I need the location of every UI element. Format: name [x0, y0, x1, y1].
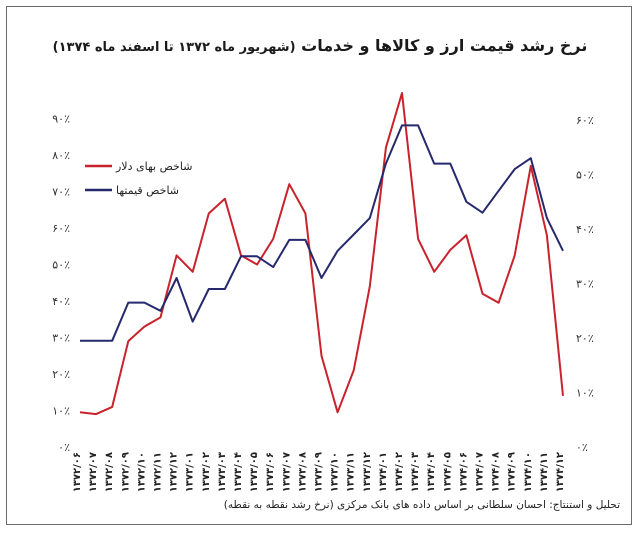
x-axis-tick-label: ۱۳۷۲/۰۸: [104, 452, 115, 492]
right-axis-tick-label: ۴۰٪: [576, 223, 594, 236]
left-axis-tick-label: ۴۰٪: [52, 295, 70, 308]
x-axis-tick-label: ۱۳۷۴/۰۹: [507, 452, 518, 492]
right-axis-tick-label: ۰٪: [576, 441, 588, 454]
chart-frame: [6, 6, 632, 525]
legend-label-2: شاخص قیمتها: [116, 184, 179, 197]
x-axis-tick-label: ۱۳۷۴/۰۱: [378, 452, 389, 492]
x-axis-tick-label: ۱۳۷۳/۰۵: [249, 452, 260, 492]
chart-title: نرخ رشد قیمت ارز و کالاها و خدمات (شهریو…: [0, 36, 640, 55]
x-axis-tick-label: ۱۳۷۴/۰۳: [410, 452, 421, 492]
x-axis-tick-label: ۱۳۷۳/۰۹: [314, 452, 325, 492]
left-axis-tick-label: ۵۰٪: [52, 259, 70, 272]
x-axis-tick-label: ۱۳۷۳/۰۴: [233, 452, 244, 492]
right-axis-tick-label: ۶۰٪: [576, 114, 594, 127]
x-axis-tick-label: ۱۳۷۴/۱۲: [555, 452, 566, 492]
legend-label-1: شاخص بهای دلار: [115, 160, 192, 173]
x-axis-tick-label: ۱۳۷۲/۰۷: [88, 452, 99, 492]
left-axis-tick-label: ۲۰٪: [52, 368, 70, 381]
x-axis-tick-label: ۱۳۷۴/۰۸: [491, 452, 502, 492]
x-axis-tick-label: ۱۳۷۳/۰۷: [281, 452, 292, 492]
x-axis-tick-label: ۱۳۷۲/۱۱: [153, 452, 164, 492]
x-axis-tick-label: ۱۳۷۳/۱۲: [362, 452, 373, 492]
x-axis-tick-label: ۱۳۷۲/۰۶: [72, 452, 83, 492]
chart-title-text: نرخ رشد قیمت ارز و کالاها و خدمات: [301, 36, 588, 55]
x-axis-tick-label: ۱۳۷۴/۱۰: [523, 452, 534, 492]
x-axis-tick-label: ۱۳۷۳/۰۲: [201, 452, 212, 492]
x-axis-tick-label: ۱۳۷۳/۱۰: [330, 452, 341, 492]
right-axis-tick-label: ۵۰٪: [576, 169, 594, 182]
x-axis-tick-label: ۱۳۷۴/۰۲: [394, 452, 405, 492]
x-axis-tick-label: ۱۳۷۴/۰۴: [426, 452, 437, 492]
right-axis-tick-label: ۱۰٪: [576, 387, 594, 400]
x-axis-tick-label: ۱۳۷۲/۱۰: [136, 452, 147, 492]
x-axis-tick-label: ۱۳۷۲/۱۲: [169, 452, 180, 492]
x-axis-tick-label: ۱۳۷۲/۰۹: [120, 452, 131, 492]
left-axis-tick-label: ۳۰٪: [52, 332, 70, 345]
x-axis-tick-label: ۱۳۷۳/۱۱: [346, 452, 357, 492]
series-line-1: [79, 92, 564, 416]
x-axis-tick-label: ۱۳۷۴/۰۵: [442, 452, 453, 492]
x-axis-tick-label: ۱۳۷۴/۰۷: [475, 452, 486, 492]
left-axis-tick-label: ۹۰٪: [52, 113, 70, 126]
x-axis-tick-label: ۱۳۷۳/۰۶: [265, 452, 276, 492]
x-axis-tick-label: ۱۳۷۳/۰۸: [297, 452, 308, 492]
x-axis-tick-label: ۱۳۷۴/۱۱: [539, 452, 550, 492]
right-axis-tick-label: ۳۰٪: [576, 278, 594, 291]
left-axis-tick-label: ۷۰٪: [52, 186, 70, 199]
left-axis-tick-label: ۶۰٪: [52, 222, 70, 235]
left-axis-tick-label: ۱۰٪: [52, 405, 70, 418]
x-axis-tick-label: ۱۳۷۳/۰۱: [185, 452, 196, 492]
source-note: تحلیل و استنتاج: احسان سلطانی بر اساس دا…: [223, 499, 620, 511]
left-axis-tick-label: ۸۰٪: [52, 149, 70, 162]
x-axis-tick-label: ۱۳۷۴/۰۶: [458, 452, 469, 492]
series-line-2: [80, 124, 564, 342]
chart-subtitle: (شهریور ماه ۱۳۷۲ تا اسفند ماه ۱۳۷۴): [52, 40, 296, 55]
x-axis-tick-label: ۱۳۷۳/۰۳: [217, 452, 228, 492]
left-axis-tick-label: ۰٪: [58, 441, 70, 454]
right-axis-tick-label: ۲۰٪: [576, 332, 594, 345]
